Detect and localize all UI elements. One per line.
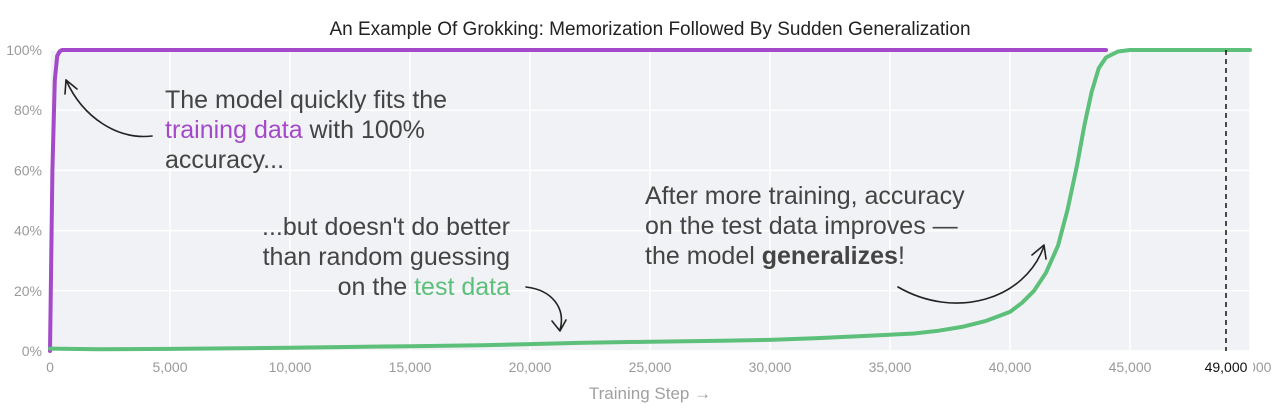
x-tick-label: 30,000 [749,359,792,375]
x-axis-ticks: 0 5,000 10,000 15,000 20,000 25,000 30,000 35,0… [46,359,1272,375]
y-tick-label: 80% [14,102,42,118]
test-accuracy-line [48,48,1252,352]
generalize-annotation-segment: the model [645,242,762,270]
test-annotation-segment: ...but doesn't do better [262,213,510,241]
test-annotation: ...but doesn't do better than random gues… [262,213,510,301]
chart-title: An Example Of Grokking: Memorization Fol… [329,19,970,40]
train-annotation-segment: The model quickly fits the [165,86,447,114]
series-lines [48,48,1252,353]
marker-label: 49,000 [1205,359,1248,375]
marker-label-background [1199,357,1253,377]
step-marker: 49,000 [1199,50,1253,377]
y-tick-label: 60% [14,162,42,178]
generalize-annotation-segment: generalizes [762,242,898,270]
annotation-arrows [64,79,1047,332]
x-tick-label: 45,000 [1109,359,1152,375]
y-tick-label: 20% [14,283,42,299]
generalize-annotation-segment: ! [898,242,905,270]
generalize-annotation-segment: After more training, accuracy [645,182,965,210]
generalize-arrow-curve [897,245,1045,304]
test-arrow-curve [525,286,563,331]
grid-lines [49,49,1251,352]
generalize-annotation: After more training, accuracy on the test… [645,182,965,270]
train-arrow-head [64,79,78,95]
x-tick-label: 10,000 [269,359,312,375]
generalize-arrow-head [1031,244,1047,260]
train-annotation: The model quickly fits the training data … [165,86,447,174]
x-axis-label: Training Step → [589,384,711,403]
y-tick-label: 100% [6,42,42,58]
y-tick-label: 0% [22,343,42,359]
generalize-annotation-segment: on the test data improves — [645,212,958,240]
train-annotation-segment: with 100% [303,116,425,144]
annotations: The model quickly fits the training data … [165,86,965,301]
test-annotation-segment: test data [414,273,510,301]
train-annotation-segment: accuracy... [165,146,284,174]
y-tick-label: 40% [14,223,42,239]
train-annotation-segment: training data [165,116,303,144]
test-arrow-head [551,319,567,332]
test-annotation-segment: on the [338,273,414,301]
x-tick-label: 5,000 [152,359,187,375]
train-accuracy-line [48,48,1108,353]
x-tick-label: 15,000 [389,359,432,375]
x-tick-label: 0 [46,359,54,375]
x-tick-label: 20,000 [509,359,552,375]
x-tick-label: 40,000 [989,359,1032,375]
train-arrow-curve [65,79,153,138]
test-annotation-segment: than random guessing [263,243,510,271]
y-axis-ticks: 0% 20% 40% 60% 80% 100% [6,42,42,359]
x-tick-label: 25,000 [629,359,672,375]
x-tick-label: 35,000 [869,359,912,375]
